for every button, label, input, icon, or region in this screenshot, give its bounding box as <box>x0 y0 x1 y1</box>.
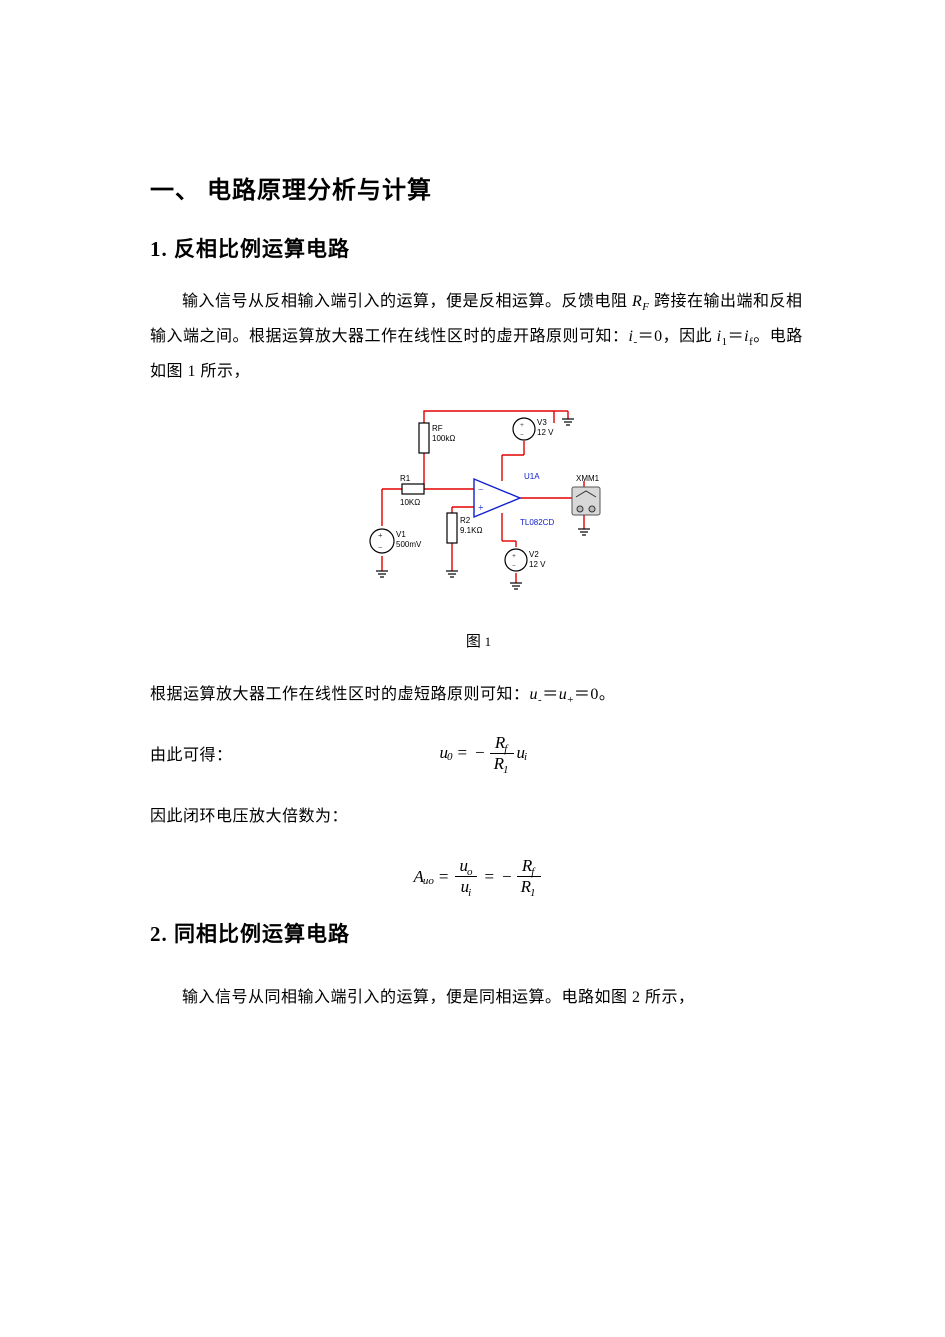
label-rf: RF <box>432 424 443 433</box>
p2-u2-sub: + <box>567 694 574 706</box>
section-number: 1. <box>150 237 168 261</box>
eq1-num-sub: f <box>504 743 507 755</box>
section2-number: 2. <box>150 922 168 946</box>
eq2-den1-sub: i <box>468 887 471 899</box>
eq1-minus: − <box>475 743 485 763</box>
eq2-A-sub: uo <box>423 875 434 887</box>
label-r2-val: 9.1KΩ <box>460 526 482 535</box>
svg-text:+: + <box>378 531 383 540</box>
label-v3-val: 12 V <box>537 428 554 437</box>
eq1-eq: = <box>457 743 467 763</box>
figcap-text: 图 <box>466 634 485 650</box>
figcap-num: 1 <box>485 634 492 649</box>
p1-rf-sub: F <box>642 301 649 313</box>
heading-2-section-1: 1. 反相比例运算电路 <box>150 233 807 263</box>
section-title: 反相比例运算电路 <box>168 237 350 261</box>
svg-text:+: + <box>512 552 516 560</box>
eq2-minus: − <box>502 867 512 887</box>
eq2-frac2: Rf R1 <box>517 857 541 896</box>
svg-text:+: + <box>520 421 524 429</box>
heading-2-section-2: 2. 同相比例运算电路 <box>150 918 807 948</box>
label-v2-val: 12 V <box>529 560 546 569</box>
equation-row-1: 由此可得： u0 = − Rf R1 ui <box>150 734 807 773</box>
eq1-den-sub: 1 <box>503 764 509 776</box>
eq2-eq2: = <box>484 867 494 887</box>
circuit-diagram-svg: + − + − + − − + <box>324 401 634 601</box>
label-chip: TL082CD <box>520 518 554 527</box>
equation-2: Auo = uo ui = − Rf R1 <box>413 857 543 896</box>
p1-text-a: 输入信号从反相输入端引入的运算，便是反相运算。反馈电阻 <box>182 293 632 310</box>
svg-text:+: + <box>478 503 484 514</box>
eq1-tail-sub: i <box>524 751 527 763</box>
p2-eq2: ＝0。 <box>574 686 616 703</box>
p1-eq: ＝ <box>728 328 745 345</box>
svg-text:−: − <box>520 431 524 439</box>
label-v2: V2 <box>529 550 539 559</box>
eq2-frac1: uo ui <box>455 857 477 896</box>
p2-text-a: 根据运算放大器工作在线性区时的虚短路原则可知： <box>150 686 530 703</box>
eq2-num1-sub: o <box>467 866 473 878</box>
eq2-num2-sub: f <box>531 866 534 878</box>
paragraph-1: 输入信号从反相输入端引入的运算，便是反相运算。反馈电阻 RF 跨接在输出端和反相… <box>150 285 807 389</box>
label-meter: XMM1 <box>576 474 600 483</box>
p2-u1: u <box>530 686 539 703</box>
equation-1: u0 = − Rf R1 ui <box>439 734 528 773</box>
svg-text:−: − <box>378 543 383 552</box>
label-r2: R2 <box>460 516 471 525</box>
eq2-den2-sub: 1 <box>530 887 536 899</box>
label-v1-val: 500mV <box>396 540 422 549</box>
paragraph-2: 根据运算放大器工作在线性区时的虚短路原则可知：u-＝u+＝0。 <box>150 677 807 714</box>
label-rf-val: 100kΩ <box>432 434 455 443</box>
label-r1-val: 10KΩ <box>400 498 420 507</box>
heading-1: 一、 电路原理分析与计算 <box>150 170 807 205</box>
p2-u2: u <box>559 686 568 703</box>
svg-text:−: − <box>512 562 516 570</box>
eq1-frac: Rf R1 <box>490 734 514 773</box>
label-u1a: U1A <box>524 472 540 481</box>
eq1-u-sub: 0 <box>447 751 453 763</box>
p1-text-c: ＝0，因此 <box>638 328 717 345</box>
paragraph-4: 因此闭环电压放大倍数为： <box>150 799 807 836</box>
section2-title: 同相比例运算电路 <box>168 922 350 946</box>
p2-eq1: ＝ <box>542 686 559 703</box>
label-v1: V1 <box>396 530 406 539</box>
eq2-eq1: = <box>439 867 449 887</box>
label-r1: R1 <box>400 474 411 483</box>
equation-block-2: Auo = uo ui = − Rf R1 <box>150 857 807 896</box>
figure-caption-1: 图 1 <box>150 630 807 651</box>
figure-1: + − + − + − − + <box>150 401 807 606</box>
svg-text:−: − <box>478 485 484 496</box>
paragraph-5: 输入信号从同相输入端引入的运算，便是同相运算。电路如图 2 所示， <box>150 980 807 1017</box>
label-v3: V3 <box>537 418 547 427</box>
p1-rf: R <box>632 293 642 310</box>
